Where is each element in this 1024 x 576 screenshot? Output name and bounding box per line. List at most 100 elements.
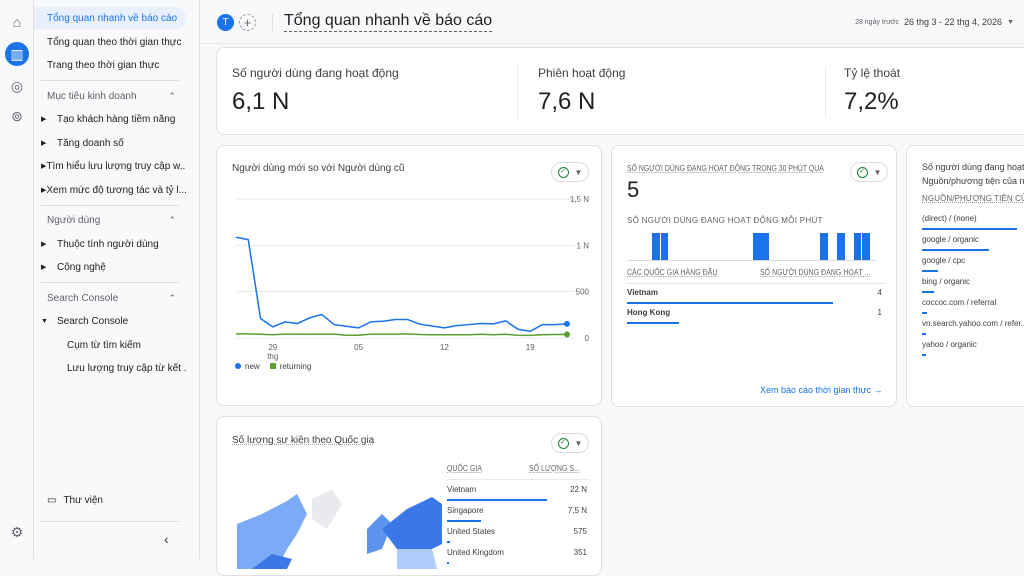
- nav-label: Tìm hiểu lưu lượng truy cập w...: [46, 161, 186, 172]
- col-header-country[interactable]: CÁC QUỐC GIA HÀNG ĐẦU: [627, 268, 718, 277]
- card-options-button[interactable]: ✓▼: [551, 162, 589, 182]
- reports-icon[interactable]: ▥: [5, 42, 29, 66]
- nav-item[interactable]: ▶Tìm hiểu lưu lượng truy cập w...: [34, 155, 186, 177]
- add-comparison-icon[interactable]: +: [239, 14, 256, 31]
- home-icon[interactable]: ⌂: [5, 10, 29, 34]
- country-name: United States: [447, 527, 495, 536]
- minute-bar: [837, 233, 845, 260]
- chevron-up-icon: ⌃: [168, 215, 176, 226]
- card-title: Số lượng sự kiện theo Quốc gia: [232, 435, 374, 446]
- check-circle-icon: ✓: [857, 167, 868, 178]
- kpi-label: Phiên hoạt động: [538, 66, 625, 80]
- source-name: google / organic: [922, 235, 979, 244]
- data-point-returning: [564, 331, 570, 337]
- card-title-1: Số người dùng đang hoạt: [922, 162, 1024, 172]
- col-header-active-users[interactable]: SỐ NGƯỜI DÙNG ĐANG HOẠT ...: [760, 268, 871, 277]
- realtime-value: 5: [627, 177, 639, 203]
- country-name: Vietnam: [447, 485, 476, 494]
- nav-item-overview[interactable]: Tổng quan nhanh về báo cáo: [34, 7, 186, 29]
- nav-item-realtime-overview[interactable]: Tổng quan theo thời gian thực: [34, 31, 186, 53]
- card-title-2: Nguồn/phương tiện của n: [922, 176, 1024, 186]
- expand-arrow-icon: ▶: [41, 115, 57, 123]
- card-title: Người dùng mới so với Người dùng cũ: [232, 163, 404, 174]
- col-header-source[interactable]: NGUỒN/PHƯƠNG TIỆN CỦ...: [922, 194, 1024, 203]
- section-users[interactable]: Người dùng⌃: [34, 209, 186, 231]
- nav-subitem[interactable]: Lưu lượng truy cập từ kết ...: [34, 357, 186, 379]
- legend-new[interactable]: new: [235, 362, 260, 371]
- page-title[interactable]: Tổng quan nhanh về báo cáo: [284, 12, 492, 32]
- country-value: 575: [574, 527, 587, 536]
- dropdown-icon: ▼: [1007, 19, 1014, 26]
- nav-item[interactable]: ▶Công nghệ: [34, 256, 186, 278]
- nav-label: Tạo khách hàng tiềm năng: [57, 114, 175, 125]
- country-value: 22 N: [570, 485, 587, 494]
- share-bar: [922, 291, 934, 293]
- events-by-country-card: Số lượng sự kiện theo Quốc gia ✓▼ QUỐC G…: [216, 416, 602, 576]
- expand-arrow-icon: ▶: [41, 139, 57, 147]
- share-bar: [922, 249, 989, 251]
- kpi-label: Tỷ lệ thoát: [844, 66, 900, 80]
- col-header-event-count[interactable]: SỐ LƯỢNG S...: [529, 464, 580, 473]
- divider: [447, 479, 589, 480]
- realtime-card: SỐ NGƯỜI DÙNG ĐANG HOẠT ĐỘNG TRONG 30 PH…: [611, 145, 897, 407]
- section-title: Search Console: [47, 293, 118, 304]
- nav-item-realtime-pages[interactable]: Trang theo thời gian thực: [34, 54, 186, 76]
- share-bar: [447, 499, 547, 501]
- header: T + Tổng quan nhanh về báo cáo 28 ngày t…: [200, 0, 1024, 44]
- collapse-arrow-icon: ▼: [41, 318, 57, 325]
- source-name: coccoc.com / referral: [922, 298, 996, 307]
- source-name: yahoo / organic: [922, 340, 977, 349]
- nav-item[interactable]: ▶Tạo khách hàng tiềm năng: [34, 108, 186, 130]
- section-business-goals[interactable]: Mục tiêu kinh doanh⌃: [34, 85, 186, 107]
- x-tick-label: 05: [354, 343, 363, 352]
- country-name: Hong Kong: [627, 308, 670, 317]
- col-header-country[interactable]: QUỐC GIA: [447, 464, 482, 473]
- minute-bar: [862, 233, 870, 260]
- legend-returning[interactable]: returning: [270, 362, 312, 371]
- avatar[interactable]: T: [217, 14, 234, 31]
- share-bar: [922, 333, 926, 335]
- library-label: Thư viện: [63, 495, 103, 506]
- divider: [41, 521, 179, 522]
- collapse-sidebar-icon[interactable]: ‹: [164, 531, 169, 547]
- share-bar: [922, 354, 926, 356]
- nav-subitem[interactable]: Cụm từ tìm kiếm: [34, 334, 186, 356]
- sidebar: Tổng quan nhanh về báo cáo Tổng quan the…: [34, 0, 200, 559]
- date-range-picker[interactable]: 28 ngày trước 26 thg 3 - 22 thg 4, 2026 …: [855, 17, 1014, 27]
- minute-bar: [753, 233, 761, 260]
- share-bar: [922, 270, 938, 272]
- per-minute-title: SỐ NGƯỜI DÙNG ĐANG HOẠT ĐỘNG MỖI PHÚT: [627, 216, 823, 225]
- date-range: 26 thg 3 - 22 thg 4, 2026: [904, 17, 1002, 27]
- settings-icon[interactable]: ⚙: [5, 520, 29, 544]
- source-name: vn.search.yahoo.com / refer...: [922, 319, 1024, 328]
- world-map: [232, 479, 442, 569]
- kpi-value: 7,6 N: [538, 88, 595, 116]
- nav-item[interactable]: ▼Search Console: [34, 310, 186, 332]
- share-bar: [447, 541, 450, 543]
- section-search-console[interactable]: Search Console⌃: [34, 287, 186, 309]
- y-tick-label: 1,5 N: [570, 195, 589, 204]
- explore-icon[interactable]: ◎: [5, 74, 29, 98]
- nav-label: Xem mức độ tương tác và tỷ l...: [46, 185, 186, 196]
- nav-item[interactable]: ▶Xem mức độ tương tác và tỷ l...: [34, 179, 186, 201]
- nav-label: Thuộc tính người dùng: [57, 239, 159, 250]
- nav-item[interactable]: ▶Thuộc tính người dùng: [34, 233, 186, 255]
- nav-item[interactable]: ▶Tăng doanh số: [34, 132, 186, 154]
- view-realtime-link[interactable]: Xem báo cáo thời gian thực →: [760, 385, 883, 395]
- card-options-button[interactable]: ✓▼: [850, 162, 888, 182]
- new-vs-returning-card: Người dùng mới so với Người dùng cũ ✓▼ 1…: [216, 145, 602, 406]
- country-name: Vietnam: [627, 288, 658, 297]
- country-value: 4: [878, 288, 882, 297]
- library-link[interactable]: ▭ Thư viện: [34, 489, 186, 511]
- card-options-button[interactable]: ✓▼: [551, 433, 589, 453]
- share-bar: [922, 312, 927, 314]
- country-name: United Kingdom: [447, 548, 504, 557]
- check-circle-icon: ✓: [558, 438, 569, 449]
- share-bar: [447, 520, 481, 522]
- nav-label: Search Console: [57, 316, 128, 327]
- folder-icon: ▭: [47, 495, 56, 506]
- kpi-card: Số người dùng đang hoạt động 6,1 N Phiên…: [216, 47, 1024, 135]
- expand-arrow-icon: ▶: [41, 240, 57, 248]
- advertising-icon[interactable]: ⊚: [5, 104, 29, 128]
